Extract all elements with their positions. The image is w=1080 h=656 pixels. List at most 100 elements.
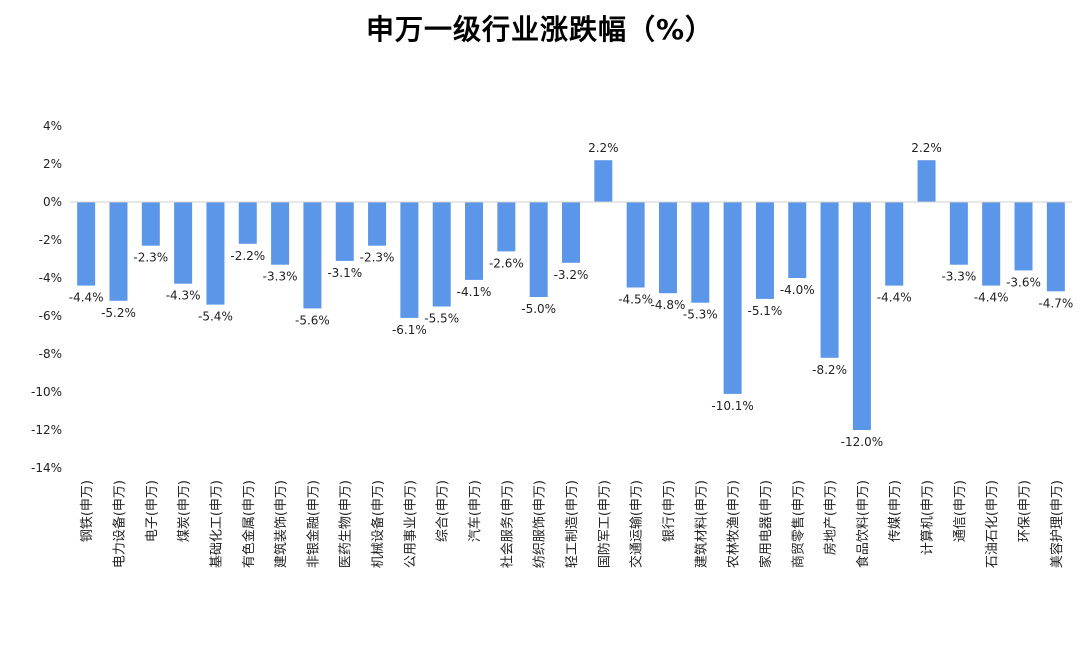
category-label: 汽车(申万) bbox=[467, 480, 483, 542]
bar bbox=[885, 202, 904, 286]
category-label: 环保(申万) bbox=[1018, 480, 1033, 542]
chart-title: 申万一级行业涨跌幅（%） bbox=[365, 13, 715, 46]
bar bbox=[820, 202, 839, 358]
y-axis: 4% 2% 0% -2% -4% -6% -8% -10% -12% -14% bbox=[31, 119, 62, 475]
data-label: -4.4% bbox=[974, 291, 1009, 305]
data-label: 2.2% bbox=[588, 141, 619, 155]
bar bbox=[368, 202, 387, 246]
data-label: -10.1% bbox=[711, 399, 753, 413]
bar bbox=[626, 202, 645, 288]
category-label: 通信(申万) bbox=[953, 480, 968, 542]
data-label: -4.5% bbox=[618, 293, 653, 307]
bar bbox=[562, 202, 580, 263]
bar bbox=[271, 202, 290, 265]
bar bbox=[432, 202, 451, 307]
bar bbox=[949, 202, 968, 265]
data-label: -2.6% bbox=[489, 256, 524, 270]
data-label: -2.3% bbox=[133, 251, 168, 265]
category-label: 建筑材料(申万) bbox=[693, 480, 709, 568]
y-tick-label: -12% bbox=[31, 423, 62, 437]
data-label: -3.1% bbox=[327, 266, 362, 280]
y-tick-label: -6% bbox=[39, 309, 62, 323]
category-label: 纺织服饰(申万) bbox=[533, 480, 548, 568]
data-label: -5.6% bbox=[295, 313, 330, 327]
data-label: -6.1% bbox=[392, 323, 427, 337]
category-label: 银行(申万) bbox=[662, 480, 677, 542]
data-label: -4.1% bbox=[457, 285, 492, 299]
category-label: 商贸零售(申万) bbox=[790, 480, 806, 568]
category-label: 煤炭(申万) bbox=[177, 480, 192, 542]
data-label: -8.2% bbox=[812, 363, 847, 377]
y-tick-label: -14% bbox=[31, 461, 62, 475]
data-label: -3.2% bbox=[554, 268, 589, 282]
data-label: -2.3% bbox=[360, 251, 395, 265]
bar bbox=[77, 202, 96, 286]
bar bbox=[982, 202, 1001, 286]
bar bbox=[400, 202, 419, 318]
bar bbox=[594, 160, 613, 202]
bar bbox=[658, 202, 677, 294]
bar bbox=[691, 202, 710, 303]
data-label: -5.4% bbox=[198, 310, 233, 324]
data-label: -3.6% bbox=[1006, 275, 1041, 289]
data-label: -4.8% bbox=[651, 298, 686, 312]
category-label: 社会服务(申万) bbox=[499, 480, 515, 568]
category-label: 家用电器(申万) bbox=[758, 480, 774, 568]
bar bbox=[529, 202, 548, 297]
bar bbox=[206, 202, 225, 305]
bar bbox=[174, 202, 193, 284]
data-label: -5.2% bbox=[101, 306, 136, 320]
data-label: -3.3% bbox=[941, 270, 976, 284]
bar-series bbox=[70, 160, 1072, 430]
category-label: 传媒(申万) bbox=[888, 480, 903, 542]
bar bbox=[755, 202, 774, 299]
category-label: 机械设备(申万) bbox=[370, 480, 386, 568]
category-label: 交通运输(申万) bbox=[629, 480, 645, 568]
y-tick-label: -8% bbox=[39, 347, 62, 361]
data-label: -4.4% bbox=[69, 291, 104, 305]
data-label: -5.5% bbox=[424, 312, 459, 326]
y-tick-label: 4% bbox=[43, 119, 62, 133]
y-tick-label: -4% bbox=[39, 271, 62, 285]
category-label: 电子(申万) bbox=[145, 480, 160, 542]
data-label: -3.3% bbox=[263, 270, 298, 284]
bar bbox=[788, 202, 807, 278]
category-label: 公用事业(申万) bbox=[403, 480, 418, 568]
category-label: 医药生物(申万) bbox=[339, 480, 354, 568]
category-label: 美容护理(申万) bbox=[1049, 480, 1065, 568]
category-label: 石油石化(申万) bbox=[985, 480, 1000, 568]
data-label: -5.0% bbox=[521, 302, 556, 316]
y-tick-label: 2% bbox=[43, 157, 62, 171]
category-label: 基础化工(申万) bbox=[209, 480, 224, 568]
bar bbox=[238, 202, 257, 244]
bar bbox=[465, 202, 484, 280]
bar bbox=[1014, 202, 1033, 271]
bar bbox=[723, 202, 742, 394]
data-label: -4.7% bbox=[1038, 296, 1073, 310]
data-label: -4.4% bbox=[877, 291, 912, 305]
category-label: 建筑装饰(申万) bbox=[273, 480, 289, 568]
data-label: -5.1% bbox=[748, 304, 783, 318]
bar bbox=[1046, 202, 1065, 292]
data-label: -4.0% bbox=[780, 283, 815, 297]
category-label: 有色金属(申万) bbox=[241, 480, 257, 568]
data-label: -5.3% bbox=[683, 308, 718, 322]
y-tick-label: 0% bbox=[43, 195, 62, 209]
category-label: 非银金融(申万) bbox=[305, 480, 321, 568]
category-label: 食品饮料(申万) bbox=[855, 480, 871, 568]
bar bbox=[335, 202, 354, 261]
bar bbox=[852, 202, 871, 430]
bar bbox=[109, 202, 128, 301]
bar bbox=[917, 160, 936, 202]
y-tick-label: -2% bbox=[39, 233, 62, 247]
data-label: -4.3% bbox=[166, 289, 201, 303]
category-label: 房地产(申万) bbox=[823, 480, 839, 555]
category-label: 计算机(申万) bbox=[921, 480, 936, 555]
bar bbox=[141, 202, 160, 246]
data-label: 2.2% bbox=[911, 141, 942, 155]
data-labels: -4.4%-5.2%-2.3%-4.3%-5.4%-2.2%-3.3%-5.6%… bbox=[69, 141, 1074, 449]
bar bbox=[497, 202, 516, 252]
category-label: 电力设备(申万) bbox=[111, 480, 127, 568]
category-label: 综合(申万) bbox=[436, 480, 451, 542]
